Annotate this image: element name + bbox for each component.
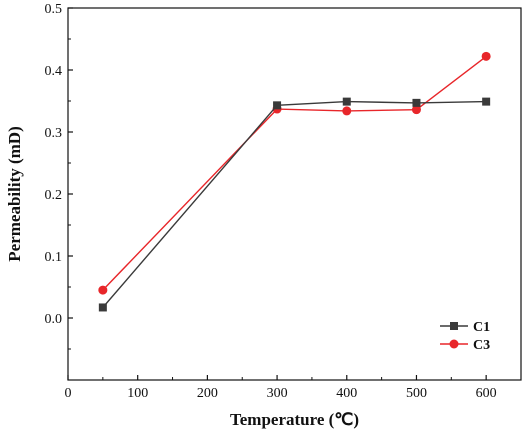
legend-item-c3: C3: [440, 338, 490, 353]
data-point-c3: [481, 51, 491, 61]
legend-marker: [450, 322, 458, 330]
legend-label: C1: [473, 320, 490, 335]
legend-marker: [449, 339, 459, 349]
data-point-c3: [98, 285, 108, 295]
legend-item-c1: C1: [440, 320, 490, 335]
data-point-c1: [482, 97, 491, 106]
x-tick-label: 200: [197, 386, 218, 401]
data-point-c1: [412, 98, 421, 107]
y-axis-title: Permeability (mD): [5, 126, 24, 261]
y-tick-label: 0.5: [45, 2, 63, 17]
x-axis-ticks: 0 100 200 300 400 500 600: [65, 375, 497, 401]
y-tick-label: 0.4: [45, 64, 63, 79]
series-layer: [98, 51, 491, 312]
y-tick-label: 0.0: [45, 312, 63, 327]
series-c1: [98, 97, 491, 312]
x-axis-title: Temperature (℃): [230, 410, 359, 429]
data-point-c3: [411, 105, 421, 115]
y-tick-label: 0.2: [45, 188, 63, 203]
x-tick-label: 0: [65, 386, 72, 401]
series-line-c3: [102, 55, 487, 291]
x-tick-label: 100: [127, 386, 148, 401]
x-tick-label: 600: [476, 386, 497, 401]
y-tick-label: 0.3: [45, 126, 63, 141]
x-tick-label: 500: [406, 386, 427, 401]
legend-label: C3: [473, 338, 490, 353]
series-line-c1: [102, 100, 487, 308]
series-c3: [98, 51, 491, 295]
x-tick-label: 400: [336, 386, 357, 401]
x-tick-label: 300: [267, 386, 288, 401]
y-axis-ticks: 0.0 0.1 0.2 0.3 0.4 0.5: [45, 2, 73, 350]
data-point-c3: [342, 106, 352, 116]
data-point-c1: [273, 101, 282, 110]
data-point-c1: [98, 303, 107, 312]
y-tick-label: 0.1: [45, 250, 63, 265]
data-point-c1: [342, 97, 351, 106]
